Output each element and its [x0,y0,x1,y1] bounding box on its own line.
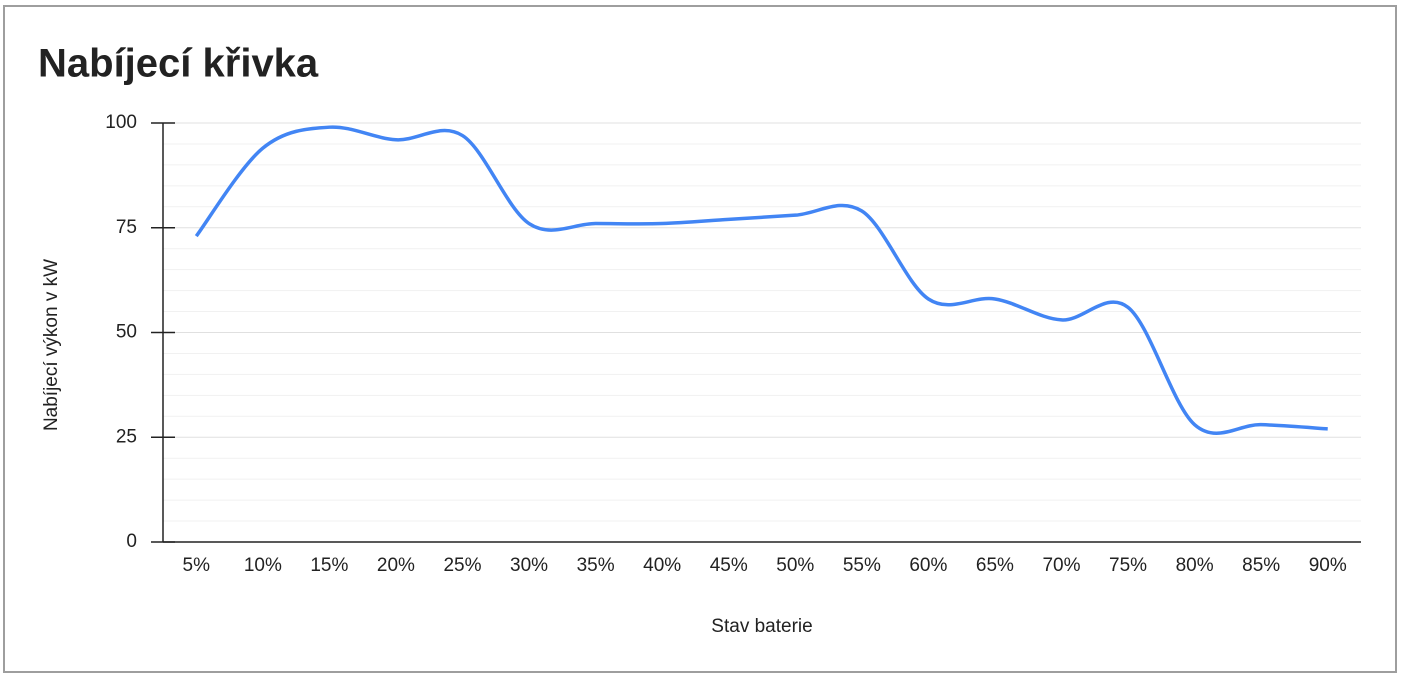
x-tick-label: 15% [310,555,348,576]
x-axis-label: Stav baterie [711,616,812,637]
x-tick-label: 30% [510,555,548,576]
y-tick-label: 0 [126,531,137,552]
x-tick-label: 85% [1242,555,1280,576]
x-tick-label: 55% [843,555,881,576]
x-tick-label: 60% [909,555,947,576]
data-line [194,125,1328,435]
x-tick-label: 10% [244,555,282,576]
x-tick-label: 25% [443,555,481,576]
x-tick-label: 50% [776,555,814,576]
x-tick-label: 80% [1176,555,1214,576]
y-axis-label: Nabíjecí výkon v kW [41,259,62,431]
y-tick-label: 25 [116,426,137,447]
x-tick-label: 45% [710,555,748,576]
chart-frame [3,5,1397,673]
x-tick-label: 5% [183,555,211,576]
x-tick-label: 35% [577,555,615,576]
x-tick-label: 65% [976,555,1014,576]
x-tick-label: 40% [643,555,681,576]
y-tick-label: 50 [116,322,137,343]
x-tick-label: 90% [1309,555,1347,576]
y-tick-label: 75 [116,217,137,238]
x-tick-label: 75% [1109,555,1147,576]
x-tick-label: 70% [1042,555,1080,576]
chart-title: Nabíjecí křivka [38,42,319,86]
y-tick-label: 100 [105,112,137,133]
x-tick-label: 20% [377,555,415,576]
